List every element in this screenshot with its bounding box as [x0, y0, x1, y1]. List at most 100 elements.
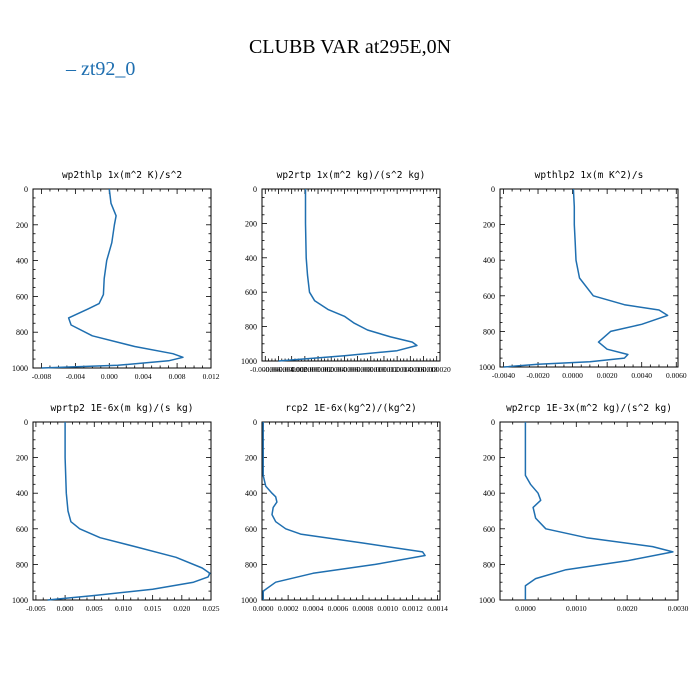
x-tick-label: 0.010	[115, 604, 132, 613]
y-tick-label: 1000	[241, 596, 257, 605]
panel-5: rcp2 1E-6x(kg^2)/(kg^2) 0 200 400 600 800 1000…	[241, 403, 448, 613]
y-tick-label: 1000	[479, 363, 495, 372]
y-tick-label: 600	[483, 525, 495, 534]
y-tick-label: 800	[483, 560, 495, 569]
x-tick-label: 0.0002	[278, 604, 299, 613]
y-tick-label: 800	[483, 327, 495, 336]
y-tick-label: 1000	[241, 357, 257, 366]
x-tick-label: 0.000014	[383, 365, 411, 374]
x-tick-label: 0.004	[135, 372, 152, 381]
x-tick-label: 0.000016	[396, 365, 424, 374]
y-tick-label: 600	[16, 292, 28, 301]
x-tick-label: 0.020	[173, 604, 190, 613]
plot-frame	[261, 188, 441, 362]
x-tick-label: -0.0020	[526, 371, 549, 380]
x-tick-label: 0.0008	[353, 604, 374, 613]
x-tick-label: -0.0040	[492, 371, 515, 380]
x-tick-label: 0.0000	[515, 604, 536, 613]
panel-title: wpthlp2 1x(m K^2)/s	[535, 170, 644, 181]
x-tick-label: 0.0040	[631, 371, 652, 380]
panel-3: wpthlp2 1x(m K^2)/s02004006008001000-0.0…	[479, 170, 687, 380]
x-tick-label: -0.004	[66, 372, 86, 381]
x-tick-label: 0.000	[57, 604, 74, 613]
y-tick-label: 400	[16, 257, 28, 266]
x-tick-label: 0.000008	[344, 365, 372, 374]
x-tick-label: 0.000012	[370, 365, 398, 374]
x-tick-label: 0.005	[86, 604, 103, 613]
x-tick-label: 0.0012	[402, 604, 423, 613]
y-tick-label: 0	[491, 185, 495, 194]
legend: – zt92_0	[66, 58, 135, 81]
panel-title: wprtp2 1E-6x(m kg)/(s kg)	[51, 403, 194, 414]
x-tick-label: -0.005	[26, 604, 46, 613]
x-tick-label: 0.0006	[328, 604, 349, 613]
y-tick-label: 400	[483, 489, 495, 498]
plot-frame	[499, 421, 679, 601]
x-tick-label: -0.000002	[276, 365, 307, 374]
x-tick-label: 0.000000	[291, 365, 319, 374]
panel-title: wp2thlp 1x(m^2 K)/s^2	[62, 170, 182, 181]
y-tick-label: 200	[16, 454, 28, 463]
series-line	[47, 422, 211, 601]
y-tick-label: 0	[24, 185, 28, 194]
legend-line-icon: –	[66, 58, 81, 80]
panel-1: wp2thlp 1x(m^2 K)/s^2 0 200 400 600 800 1000 -0…	[12, 170, 220, 381]
x-tick-label: 0.0010	[566, 604, 587, 613]
x-tick-label: 0.0030	[668, 604, 689, 613]
panel-title: wp2rcp 1E-3x(m^2 kg)/(s^2 kg)	[506, 403, 672, 414]
y-tick-label: 1000	[12, 364, 28, 373]
y-tick-label: 400	[16, 489, 28, 498]
x-tick-label: 0.0000	[562, 371, 583, 380]
series-line	[524, 422, 674, 600]
x-tick-label: 0.0010	[377, 604, 398, 613]
y-tick-label: 800	[245, 323, 257, 332]
y-tick-label: 600	[245, 525, 257, 534]
series-line	[278, 189, 418, 362]
y-tick-label: 200	[483, 454, 495, 463]
y-tick-label: 0	[253, 185, 257, 194]
y-tick-label: 0	[253, 418, 257, 427]
panel-title: wp2rtp 1x(m^2 kg)/(s^2 kg)	[277, 170, 426, 181]
x-tick-label: 0.000006	[330, 365, 358, 374]
y-tick-label: 200	[245, 454, 257, 463]
x-tick-label: 0.012	[203, 372, 220, 381]
x-tick-label: 0.015	[144, 604, 161, 613]
y-tick-label: 400	[245, 489, 257, 498]
x-tick-label: 0.025	[203, 604, 220, 613]
x-tick-label: 0.000010	[357, 365, 385, 374]
x-tick-label: 0.000002	[304, 365, 332, 374]
y-tick-label: 800	[16, 560, 28, 569]
y-tick-label: 800	[16, 328, 28, 337]
x-tick-label: 0.0004	[303, 604, 324, 613]
y-tick-label: 0	[491, 418, 495, 427]
y-tick-label: 600	[245, 288, 257, 297]
y-tick-label: 200	[16, 221, 28, 230]
y-tick-label: 400	[483, 256, 495, 265]
figure-title: CLUBB VAR at295E,0N	[248, 36, 452, 58]
y-tick-label: 200	[483, 221, 495, 230]
series-line	[503, 188, 669, 368]
x-tick-label: 0.000	[101, 372, 118, 381]
plot-frame	[499, 188, 679, 368]
y-tick-label: 0	[24, 418, 28, 427]
plot-frame	[32, 188, 212, 369]
series-line	[41, 188, 184, 369]
plot-frame	[32, 421, 212, 601]
legend-label: zt92_0	[81, 58, 136, 80]
y-tick-label: 800	[245, 560, 257, 569]
x-tick-label: 0.0060	[666, 371, 687, 380]
x-tick-label: 0.000020	[423, 365, 451, 374]
panel-title: rcp2 1E-6x(kg^2)/(kg^2)	[285, 403, 417, 414]
x-tick-label: -0.000006	[250, 365, 281, 374]
x-tick-label: 0.000004	[317, 365, 345, 374]
x-tick-label: 0.0014	[427, 604, 448, 613]
panel-6: wp2rcp 1E-3x(m^2 kg)/(s^2 kg) 0 200 400 600 8…	[479, 403, 689, 613]
y-tick-label: 200	[245, 219, 257, 228]
y-tick-label: 1000	[479, 596, 495, 605]
x-tick-label: 0.0000	[253, 604, 274, 613]
x-tick-label: 0.008	[169, 372, 186, 381]
x-tick-label: 0.0020	[617, 604, 638, 613]
x-tick-label: 0.0020	[597, 371, 618, 380]
x-tick-label: -0.008	[32, 372, 52, 381]
y-tick-label: 400	[245, 254, 257, 263]
